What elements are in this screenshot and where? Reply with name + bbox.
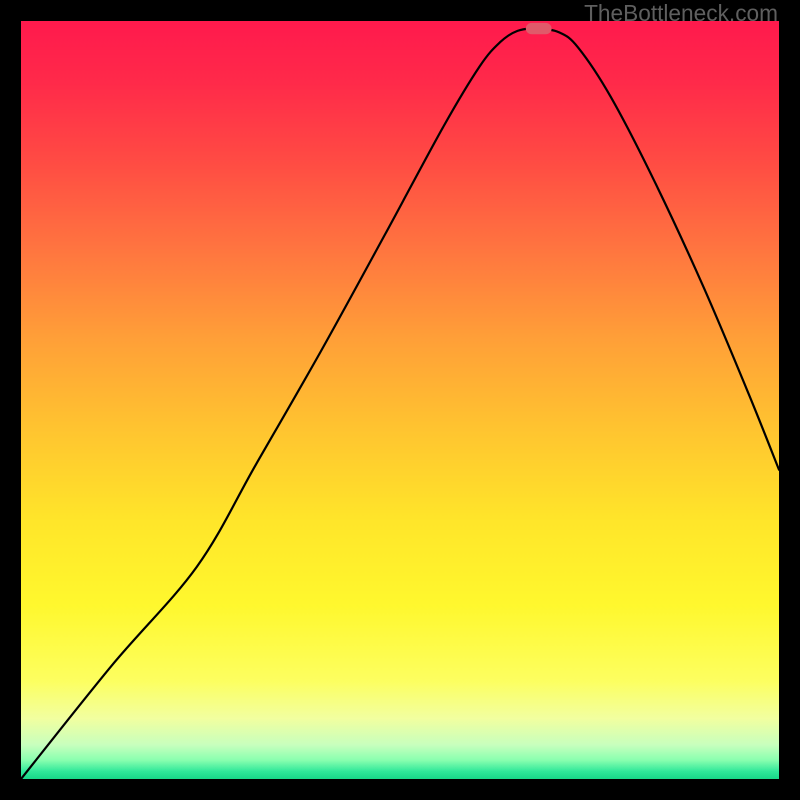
watermark-text: TheBottleneck.com [584,0,778,27]
chart-root: TheBottleneck.com [0,0,800,800]
plot-area [21,21,779,779]
heatmap-gradient [21,21,779,779]
